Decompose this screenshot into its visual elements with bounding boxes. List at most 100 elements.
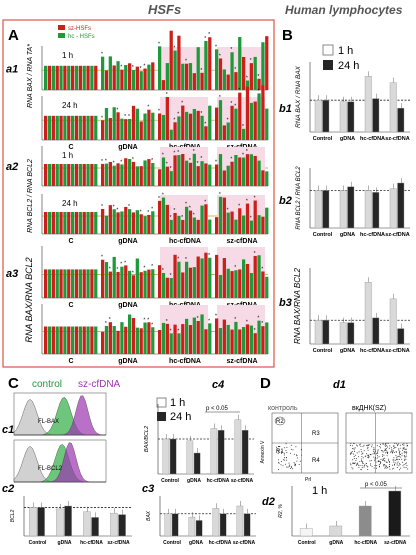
bar [139, 214, 143, 234]
sig-marker: * [173, 46, 175, 52]
sig-marker: * [170, 273, 172, 279]
sig-marker: * [132, 65, 134, 71]
bar [188, 210, 193, 234]
bar [116, 330, 120, 354]
category-label: C [68, 144, 73, 151]
bar [74, 269, 79, 298]
scatter-point [374, 460, 376, 462]
bar [135, 258, 139, 298]
legend-1h-label: 1 h [170, 397, 185, 409]
bar [108, 56, 112, 90]
category-label: sz-cfDNA [226, 358, 257, 365]
bar [51, 65, 55, 90]
bar [177, 215, 181, 234]
scatter-point [367, 444, 369, 446]
scatter-point [378, 464, 380, 465]
scatter-point [353, 447, 355, 449]
bar [185, 318, 189, 354]
sig-marker: * [200, 111, 202, 117]
scatter-point [350, 464, 352, 466]
scatter-point [400, 467, 402, 469]
category-label: Control [163, 540, 181, 546]
legend-hc-swatch [58, 33, 65, 38]
bar [177, 261, 181, 298]
scatter-point [403, 447, 405, 449]
bar [63, 326, 67, 354]
bar [161, 273, 166, 298]
bar [238, 92, 242, 140]
bar [161, 80, 166, 90]
bar [188, 63, 193, 90]
scatter-point [390, 451, 391, 453]
sig-marker: * [158, 196, 160, 202]
scatter-point [406, 462, 407, 464]
bar [64, 505, 72, 537]
sig-marker: * [227, 117, 229, 123]
scatter-point [399, 454, 401, 456]
bar [124, 119, 128, 140]
bar [151, 211, 155, 234]
bar [242, 128, 246, 140]
scatter-point [399, 456, 401, 458]
scatter-point [404, 463, 406, 465]
bar [234, 108, 238, 140]
scatter-point [299, 460, 301, 462]
bar [196, 320, 200, 354]
bar [249, 102, 253, 140]
sublabel-a3: a3 [6, 268, 18, 280]
scatter-point [394, 459, 396, 461]
category-label: hc-cfDNA [80, 540, 103, 546]
bar [226, 268, 230, 298]
scatter-point [362, 461, 364, 463]
bar [177, 155, 181, 186]
scatter-point [386, 467, 388, 469]
scatter-point [286, 452, 288, 453]
bar [261, 170, 265, 186]
scatter-point [384, 466, 386, 468]
sig-marker: * [162, 193, 164, 199]
scatter-point [381, 450, 382, 452]
scatter-point [386, 448, 388, 450]
panel-a-row: 1 ha2 * * * * * ***** ****** *** [6, 146, 269, 187]
bar [67, 164, 71, 186]
bar [124, 265, 128, 298]
scatter-point [285, 457, 287, 458]
scatter-point [367, 469, 369, 470]
bar [257, 255, 261, 298]
bar [116, 61, 120, 90]
category-label: gDNA [118, 238, 137, 245]
scatter-point [373, 467, 375, 469]
bar [161, 157, 166, 186]
category-label: gDNA [118, 144, 137, 151]
scatter-point [364, 455, 366, 457]
scatter-point [368, 457, 369, 459]
scatter-point [379, 460, 381, 462]
scatter-point [278, 446, 280, 448]
sublabel-a2: a2 [6, 161, 18, 173]
bar [208, 219, 212, 234]
scatter-xlabel: PrI [305, 477, 311, 483]
y-axis-label: R2, % [278, 504, 284, 518]
sig-marker: * [261, 321, 263, 327]
sig-marker: * [116, 267, 118, 273]
bar [200, 115, 204, 140]
sig-marker: * [166, 92, 168, 98]
bar [101, 331, 105, 354]
bar [44, 269, 48, 298]
scatter-point [403, 443, 405, 445]
scatter-point [349, 444, 351, 446]
sig-marker: * [204, 121, 206, 127]
sig-marker: * [234, 265, 236, 271]
bar [215, 164, 219, 186]
scatter-point [366, 444, 368, 446]
bar [364, 76, 372, 133]
scatter-point [386, 442, 388, 444]
panel-a-row: C** * **gDNA** ** *hc-cfDNA** ****sz-cfDNA [41, 304, 269, 365]
scatter-point [358, 466, 360, 468]
scatter-point [383, 465, 385, 467]
bar [151, 112, 155, 140]
bar [59, 326, 63, 354]
bar [181, 272, 185, 298]
sig-marker: * [234, 104, 236, 110]
